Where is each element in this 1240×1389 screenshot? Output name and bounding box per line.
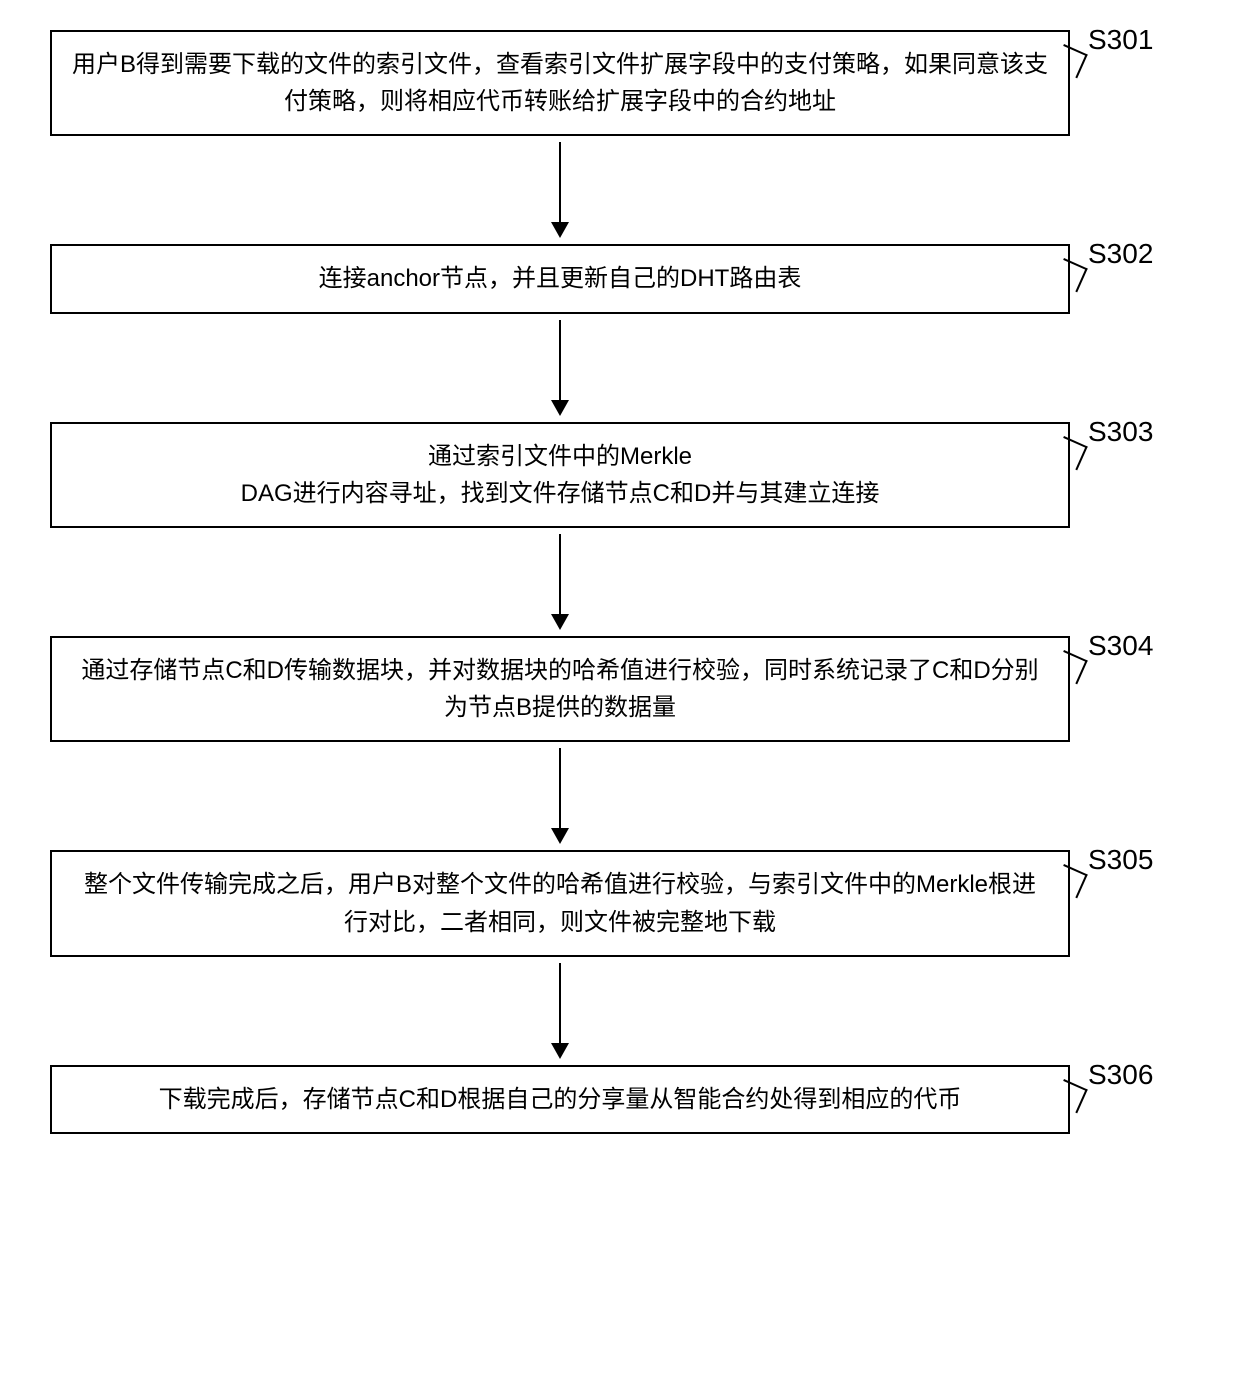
flow-arrow [551, 320, 569, 416]
flow-step-text: 通过存储节点C和D传输数据块，并对数据块的哈希值进行校验，同时系统记录了C和D分… [72, 652, 1048, 726]
flow-step-label-text: S303 [1088, 416, 1153, 447]
flow-arrow [551, 963, 569, 1059]
flow-step-text: 整个文件传输完成之后，用户B对整个文件的哈希值进行校验，与索引文件中的Merkl… [72, 866, 1048, 940]
flow-step: 整个文件传输完成之后，用户B对整个文件的哈希值进行校验，与索引文件中的Merkl… [50, 850, 1210, 956]
flow-arrow-head-icon [551, 400, 569, 416]
flow-step-box: 连接anchor节点，并且更新自己的DHT路由表 [50, 244, 1070, 313]
flow-arrow-line [559, 963, 561, 1043]
flow-step-label: S303 [1070, 416, 1210, 448]
flow-arrow [551, 534, 569, 630]
flow-step-label-col: S305 [1070, 850, 1210, 876]
flow-step-label: S306 [1070, 1059, 1210, 1091]
flow-step-text: 连接anchor节点，并且更新自己的DHT路由表 [319, 260, 802, 297]
flow-step-label-col: S303 [1070, 422, 1210, 448]
flow-step-box: 通过索引文件中的MerkleDAG进行内容寻址，找到文件存储节点C和D并与其建立… [50, 422, 1070, 528]
flow-step: 连接anchor节点，并且更新自己的DHT路由表 S302 [50, 244, 1210, 313]
flow-step-label: S301 [1070, 24, 1210, 56]
flow-step-text: 下载完成后，存储节点C和D根据自己的分享量从智能合约处得到相应的代币 [159, 1081, 962, 1118]
flow-step: 下载完成后，存储节点C和D根据自己的分享量从智能合约处得到相应的代币 S306 [50, 1065, 1210, 1134]
flow-step-label-text: S302 [1088, 238, 1153, 269]
flow-arrow-head-icon [551, 222, 569, 238]
flow-arrow-line [559, 142, 561, 222]
flow-step-text: 用户B得到需要下载的文件的索引文件，查看索引文件扩展字段中的支付策略，如果同意该… [72, 46, 1048, 120]
flow-step-label-text: S306 [1088, 1059, 1153, 1090]
flow-step-box: 下载完成后，存储节点C和D根据自己的分享量从智能合约处得到相应的代币 [50, 1065, 1070, 1134]
flow-step: 用户B得到需要下载的文件的索引文件，查看索引文件扩展字段中的支付策略，如果同意该… [50, 30, 1210, 136]
flow-step-box: 整个文件传输完成之后，用户B对整个文件的哈希值进行校验，与索引文件中的Merkl… [50, 850, 1070, 956]
flow-step-label-col: S306 [1070, 1065, 1210, 1091]
flow-arrow-line [559, 534, 561, 614]
flow-step-label: S305 [1070, 844, 1210, 876]
flow-step-box: 通过存储节点C和D传输数据块，并对数据块的哈希值进行校验，同时系统记录了C和D分… [50, 636, 1070, 742]
flow-step-label-col: S301 [1070, 30, 1210, 56]
flow-arrow [551, 748, 569, 844]
flow-step: 通过索引文件中的MerkleDAG进行内容寻址，找到文件存储节点C和D并与其建立… [50, 422, 1210, 528]
flow-arrow-head-icon [551, 1043, 569, 1059]
flow-step-label: S302 [1070, 238, 1210, 270]
flow-arrow-line [559, 748, 561, 828]
flow-step-text: 通过索引文件中的MerkleDAG进行内容寻址，找到文件存储节点C和D并与其建立… [241, 438, 880, 512]
flow-step-label-text: S304 [1088, 630, 1153, 661]
flow-arrow-head-icon [551, 614, 569, 630]
flow-step-box: 用户B得到需要下载的文件的索引文件，查看索引文件扩展字段中的支付策略，如果同意该… [50, 30, 1070, 136]
flow-step: 通过存储节点C和D传输数据块，并对数据块的哈希值进行校验，同时系统记录了C和D分… [50, 636, 1210, 742]
flow-step-label-col: S304 [1070, 636, 1210, 662]
flow-arrow-line [559, 320, 561, 400]
flowchart-container: 用户B得到需要下载的文件的索引文件，查看索引文件扩展字段中的支付策略，如果同意该… [50, 30, 1210, 1134]
flow-step-label-text: S301 [1088, 24, 1153, 55]
flow-arrow-head-icon [551, 828, 569, 844]
flow-arrow [551, 142, 569, 238]
flow-step-label-text: S305 [1088, 844, 1153, 875]
flow-step-label-col: S302 [1070, 244, 1210, 270]
flow-step-label: S304 [1070, 630, 1210, 662]
